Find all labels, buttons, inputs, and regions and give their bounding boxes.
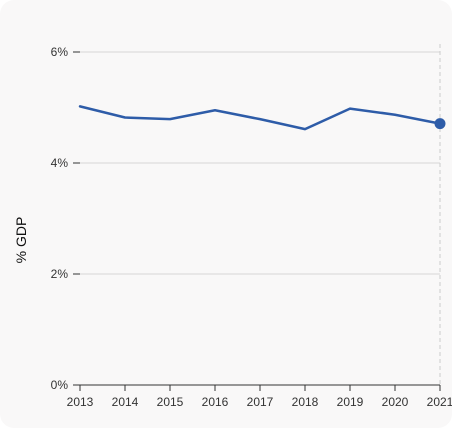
data-point xyxy=(79,105,82,108)
y-axis-title: % GDP xyxy=(13,217,29,264)
x-tick-label: 2017 xyxy=(247,395,274,409)
x-tick-label: 2014 xyxy=(112,395,139,409)
y-tick-label: 4% xyxy=(51,156,69,170)
data-point xyxy=(124,116,127,119)
x-tick-label: 2021 xyxy=(427,395,452,409)
x-tick-label: 2020 xyxy=(382,395,409,409)
data-point xyxy=(394,113,397,116)
highlighted-data-point[interactable] xyxy=(435,118,446,129)
data-point xyxy=(214,109,217,112)
axes: 0% 2% 4% 6% 2013 2014 2015 2016 2017 2018 2019 2020… xyxy=(51,45,452,409)
data-point xyxy=(169,118,172,121)
data-point xyxy=(349,107,352,110)
y-tick-label: 2% xyxy=(51,267,69,281)
y-tick-label: 6% xyxy=(51,45,69,59)
x-tick-label: 2016 xyxy=(202,395,229,409)
x-tick-label: 2015 xyxy=(157,395,184,409)
series xyxy=(79,105,446,131)
y-tick-label: 0% xyxy=(51,378,69,392)
grid-lines xyxy=(80,52,440,274)
x-tick-label: 2013 xyxy=(67,395,94,409)
x-tick-label: 2018 xyxy=(292,395,319,409)
data-point xyxy=(304,128,307,131)
data-point xyxy=(259,118,262,121)
x-tick-label: 2019 xyxy=(337,395,364,409)
